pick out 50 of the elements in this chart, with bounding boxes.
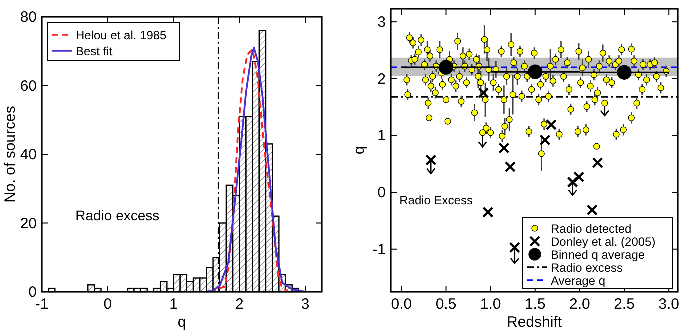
- y-tick-label: 1: [378, 128, 386, 145]
- y-tick-label: 80: [20, 9, 37, 26]
- legend-label: Average q: [551, 274, 606, 288]
- point: [617, 65, 632, 80]
- legend-label: Helou et al. 1985: [76, 28, 168, 42]
- x-tick-label: 1: [170, 296, 178, 313]
- y-tick-label: 3: [378, 14, 386, 32]
- point: [498, 142, 510, 154]
- point: [478, 88, 490, 99]
- y-axis-title: q: [351, 146, 368, 155]
- y-tick-label: 20: [20, 215, 37, 232]
- y-tick-label: 0: [378, 184, 386, 202]
- x-tick-label: 1.5: [524, 296, 546, 313]
- x-axis-title: Redshift: [506, 314, 563, 331]
- point: [592, 157, 604, 169]
- x-tick-label: 0.5: [436, 296, 457, 313]
- point: [528, 64, 543, 80]
- point: [540, 134, 551, 146]
- point: [426, 154, 437, 166]
- x-tick-label: 2.0: [570, 296, 590, 313]
- legend-label: Best fit: [76, 44, 114, 58]
- y-tick-label: -1: [372, 241, 386, 258]
- y-tick-label: 0: [28, 284, 37, 301]
- legend-label: Donley et al. (2005): [551, 234, 656, 249]
- x-tick-label: 1.0: [480, 296, 502, 313]
- point: [504, 161, 516, 173]
- y-tick-label: 60: [20, 78, 37, 95]
- point: [586, 204, 598, 216]
- x-tick-label: 0.0: [391, 296, 412, 313]
- y-axis-title: No. of sources: [2, 106, 19, 203]
- point: [573, 172, 585, 183]
- point: [567, 176, 578, 188]
- legend-label: Radio excess: [551, 260, 624, 275]
- legend-label: Radio detected: [551, 222, 632, 236]
- point: [438, 60, 454, 75]
- point: [482, 206, 494, 218]
- point: [546, 119, 558, 131]
- x-tick-label: 0: [104, 296, 112, 313]
- annotation: Radio excess: [76, 208, 160, 224]
- x-tick-label: -1: [35, 296, 49, 313]
- point: [509, 242, 520, 254]
- y-tick-label: 2: [378, 70, 386, 88]
- x-tick-label: 2: [235, 296, 244, 313]
- x-tick-label: 2.5: [614, 296, 635, 313]
- y-tick-label: 40: [20, 146, 37, 164]
- x-tick-label: 3: [301, 296, 310, 313]
- legend-label: Binned q average: [551, 248, 646, 262]
- annotation: Radio Excess: [400, 193, 473, 208]
- x-tick-label: 3.0: [658, 296, 680, 313]
- x-axis-title: q: [178, 314, 186, 331]
